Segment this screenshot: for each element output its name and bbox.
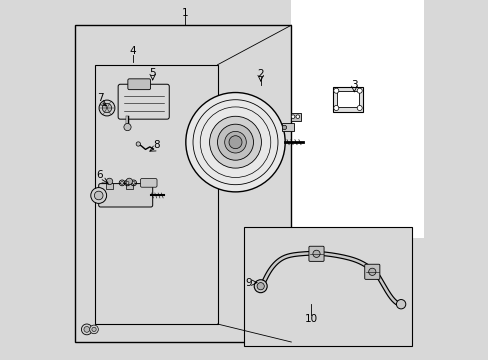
Circle shape [132, 181, 135, 184]
Bar [290, 113, 300, 121]
Circle shape [368, 268, 375, 275]
Circle shape [282, 125, 286, 130]
Circle shape [224, 131, 246, 153]
FancyBboxPatch shape [364, 264, 379, 279]
Circle shape [91, 188, 106, 203]
Bar [332, 87, 363, 112]
Circle shape [106, 178, 113, 185]
Circle shape [126, 178, 132, 185]
Circle shape [81, 324, 92, 335]
Text: 7: 7 [97, 93, 103, 103]
FancyBboxPatch shape [308, 246, 324, 261]
Circle shape [396, 300, 405, 309]
Circle shape [123, 123, 131, 131]
Circle shape [99, 100, 115, 116]
Bar [291, 0, 424, 238]
FancyBboxPatch shape [140, 179, 157, 187]
Circle shape [121, 181, 123, 184]
Circle shape [228, 136, 242, 149]
Circle shape [333, 88, 338, 93]
Circle shape [209, 116, 261, 168]
Circle shape [356, 105, 362, 111]
Circle shape [333, 105, 338, 111]
Circle shape [89, 325, 98, 334]
Bar [281, 123, 294, 131]
Circle shape [312, 250, 320, 257]
Text: 8: 8 [153, 140, 159, 150]
Circle shape [84, 327, 89, 332]
Text: 5: 5 [149, 68, 156, 78]
Bar [106, 183, 113, 189]
Text: 9: 9 [245, 278, 252, 288]
Circle shape [92, 327, 96, 332]
Circle shape [356, 88, 362, 93]
Bar [75, 25, 291, 342]
Text: 2: 2 [257, 69, 264, 79]
Bar [336, 91, 358, 107]
Circle shape [217, 124, 253, 160]
Bar [244, 227, 411, 346]
Circle shape [295, 115, 299, 118]
Text: 3: 3 [350, 80, 357, 90]
Circle shape [185, 93, 285, 192]
Text: 6: 6 [96, 170, 103, 180]
Circle shape [257, 283, 264, 290]
Circle shape [136, 142, 140, 146]
Circle shape [126, 181, 129, 184]
Circle shape [102, 103, 111, 113]
FancyBboxPatch shape [127, 79, 150, 90]
Bar [125, 183, 133, 189]
Bar [95, 65, 217, 324]
Text: 1: 1 [182, 8, 188, 18]
Circle shape [254, 280, 266, 293]
FancyBboxPatch shape [99, 184, 152, 207]
Text: 4: 4 [129, 46, 136, 56]
Text: 10: 10 [304, 314, 317, 324]
FancyBboxPatch shape [118, 84, 169, 119]
Circle shape [94, 191, 103, 200]
Circle shape [291, 115, 294, 118]
